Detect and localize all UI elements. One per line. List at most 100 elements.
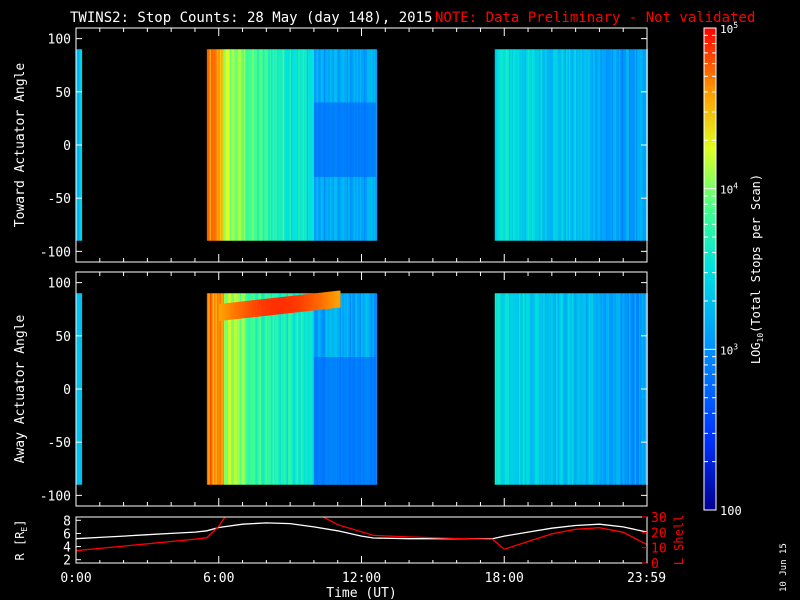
heatmap-column [312,293,315,485]
heatmap-column [626,49,628,241]
heatmap-column [219,49,222,241]
heatmap-column [503,49,506,241]
heatmap-column [617,293,620,485]
heatmap-band-cell [313,293,317,311]
heatmap-column [226,49,229,241]
heatmap-column [616,293,618,485]
heatmap-column [305,49,308,241]
heatmap-column [610,293,613,485]
heatmap-column [261,293,263,485]
heatmap-column [258,293,261,485]
heatmap-column [509,293,511,485]
heatmap-column [516,293,518,485]
heatmap-column [285,293,288,485]
heatmap-column [626,293,628,485]
y-tick-label: 0 [63,383,71,398]
heatmap-column [593,49,596,241]
heatmap-column [276,49,279,241]
heatmap-column [263,49,266,241]
heatmap-column [548,49,551,241]
heatmap-column [606,49,608,241]
heatmap-column [276,293,279,485]
heatmap-column [551,293,554,485]
heatmap-column [570,49,573,241]
heatmap-column [554,49,557,241]
heatmap-band-cell [278,297,282,315]
heatmap-column [631,293,634,485]
right-axis-label: L Shell [672,515,686,566]
heatmap-column [221,49,223,241]
heatmap-column [256,49,259,241]
heatmap-column [526,49,528,241]
heatmap-column [540,49,543,241]
heatmap-column [226,293,229,485]
heatmap-column [298,293,301,485]
x-tick-label: 23:59 [627,571,666,586]
heatmap-column [275,49,278,241]
heatmap-band-cell [321,292,324,310]
heatmap-column [279,49,282,241]
heatmap-column [568,293,571,485]
heatmap-column [278,293,281,485]
heatmap-column [496,49,498,241]
heatmap-column [225,293,228,485]
heatmap-column [546,293,548,485]
y-tick-label: 100 [48,277,71,292]
heatmap-column [213,293,216,485]
heatmap-column [211,293,213,485]
heatmap-column [269,293,272,485]
heatmap-column [238,49,241,241]
heatmap-band-cell [275,297,279,315]
heatmap-column [634,293,637,485]
heatmap-column [613,293,616,485]
heatmap-column [598,293,601,485]
heatmap-column [580,49,583,241]
heatmap-column [538,49,541,241]
heatmap-column [256,293,259,485]
heatmap-column [627,293,630,485]
heatmap-band-cell [285,296,289,314]
heatmap-column [510,293,513,485]
heatmap-column [620,293,623,485]
heatmap-column [271,293,273,485]
heatmap-column [536,293,538,485]
heatmap-column [303,49,306,241]
heatmap-column [551,49,554,241]
heatmap-column [530,293,533,485]
heatmap-column [500,293,503,485]
heatmap-column [514,49,517,241]
heatmap-column [255,49,258,241]
heatmap-column [249,49,252,241]
heatmap-band-cell [256,299,260,317]
heatmap-column [299,49,302,241]
heatmap-column [273,49,276,241]
heatmap-column [266,293,269,485]
heatmap-column [259,49,262,241]
y-tick-label: -50 [48,192,71,207]
heatmap-band-cell [244,300,248,319]
heatmap-column [308,293,311,485]
heatmap-column [556,293,558,485]
heatmap-column [261,49,263,241]
heatmap-column [223,49,226,241]
heatmap-low-region [313,357,376,485]
heatmap-band-cell [235,302,239,320]
heatmap-column [211,49,213,241]
heatmap-column [285,49,288,241]
heatmap-column [288,49,291,241]
heatmap-column [521,293,524,485]
heatmap-column [527,293,530,485]
heatmap-column [506,293,508,485]
heatmap-column [223,293,226,485]
heatmap-column [611,293,614,485]
colorbar: 105 104 103 100 LOG10(Total Stops per Scan) [703,21,765,518]
y-axis-label: Toward Actuator Angle [13,63,28,228]
heatmap-column [583,49,586,241]
heatmap-column [586,293,588,485]
heatmap-column [610,49,613,241]
heatmap-column [375,293,378,485]
heatmap-column [536,49,538,241]
heatmap-column [235,293,238,485]
heatmap-column [231,49,233,241]
heatmap-column [636,49,638,241]
